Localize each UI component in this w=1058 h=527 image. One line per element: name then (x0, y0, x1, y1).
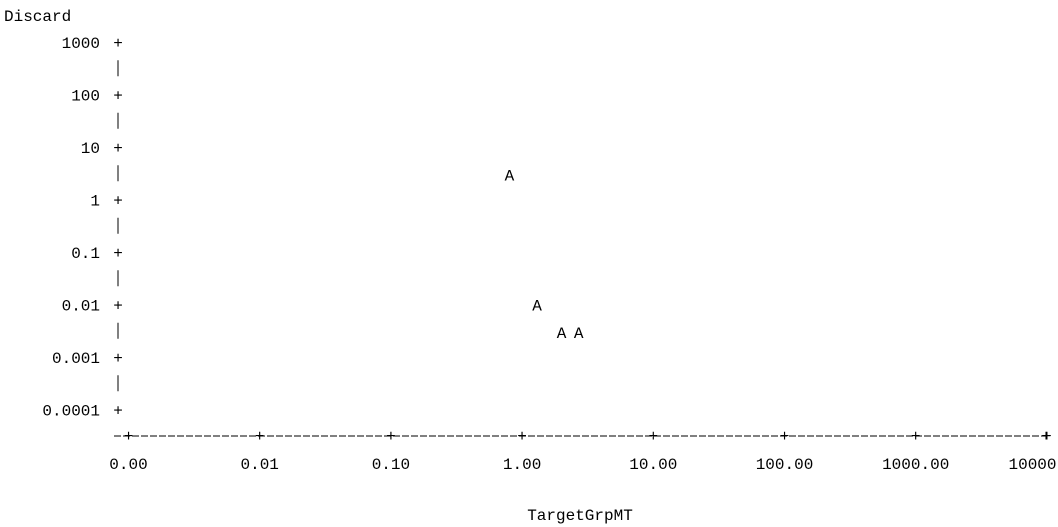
y-tick-label: 1 (90, 193, 100, 211)
y-tick-label: 0.0001 (42, 403, 100, 421)
x-axis-end-mark: + (1041, 428, 1051, 446)
data-point: A (557, 325, 567, 343)
x-axis-label: TargetGrpMT (527, 507, 633, 525)
y-tick-mark: + (113, 35, 123, 53)
y-tick-mark: + (113, 403, 123, 421)
data-point: A (532, 298, 542, 316)
y-tick-mark: + (113, 245, 123, 263)
y-tick-label: 0.1 (71, 245, 100, 263)
x-tick-label: 0.10 (372, 456, 410, 474)
x-tick-label: 100.00 (756, 456, 814, 474)
y-tick-mark: + (113, 88, 123, 106)
y-tick-mark: + (113, 350, 123, 368)
y-tick-mark: + (113, 193, 123, 211)
x-tick-label: 0.00 (109, 456, 147, 474)
x-tick-mark: + (517, 428, 527, 446)
x-tick-label: 10000.00 (1008, 456, 1058, 474)
y-tick-mark: + (113, 298, 123, 316)
y-tick-mark: + (113, 140, 123, 158)
x-tick-mark: + (648, 428, 658, 446)
y-axis: 1000 +100 +10 +1 +0.1 +0.01 +0.001 +0.0001 + (42, 35, 122, 421)
y-tick-label: 10 (81, 140, 100, 158)
x-tick-mark: + (255, 428, 265, 446)
y-axis-label: Discard (4, 8, 71, 26)
x-tick-mark: + (1042, 428, 1052, 446)
y-tick-label: 0.001 (52, 350, 100, 368)
data-points: AAA A (505, 167, 584, 343)
data-point: A (574, 325, 584, 343)
y-tick-label: 100 (71, 88, 100, 106)
data-point: A (505, 167, 515, 185)
x-tick-label: 1.00 (503, 456, 541, 474)
x-axis: + + + + + + + ++0.00 0.01 0.10 1.00 10.00 100.00 1000… (109, 428, 1058, 474)
x-tick-mark: + (124, 428, 134, 446)
x-tick-mark: + (780, 428, 790, 446)
x-tick-label: 0.01 (240, 456, 278, 474)
x-tick-mark: + (386, 428, 396, 446)
x-tick-label: 1000.00 (882, 456, 949, 474)
y-tick-label: 1000 (62, 35, 100, 53)
x-tick-mark: + (911, 428, 921, 446)
x-tick-label: 10.00 (629, 456, 677, 474)
y-tick-label: 0.01 (62, 298, 100, 316)
